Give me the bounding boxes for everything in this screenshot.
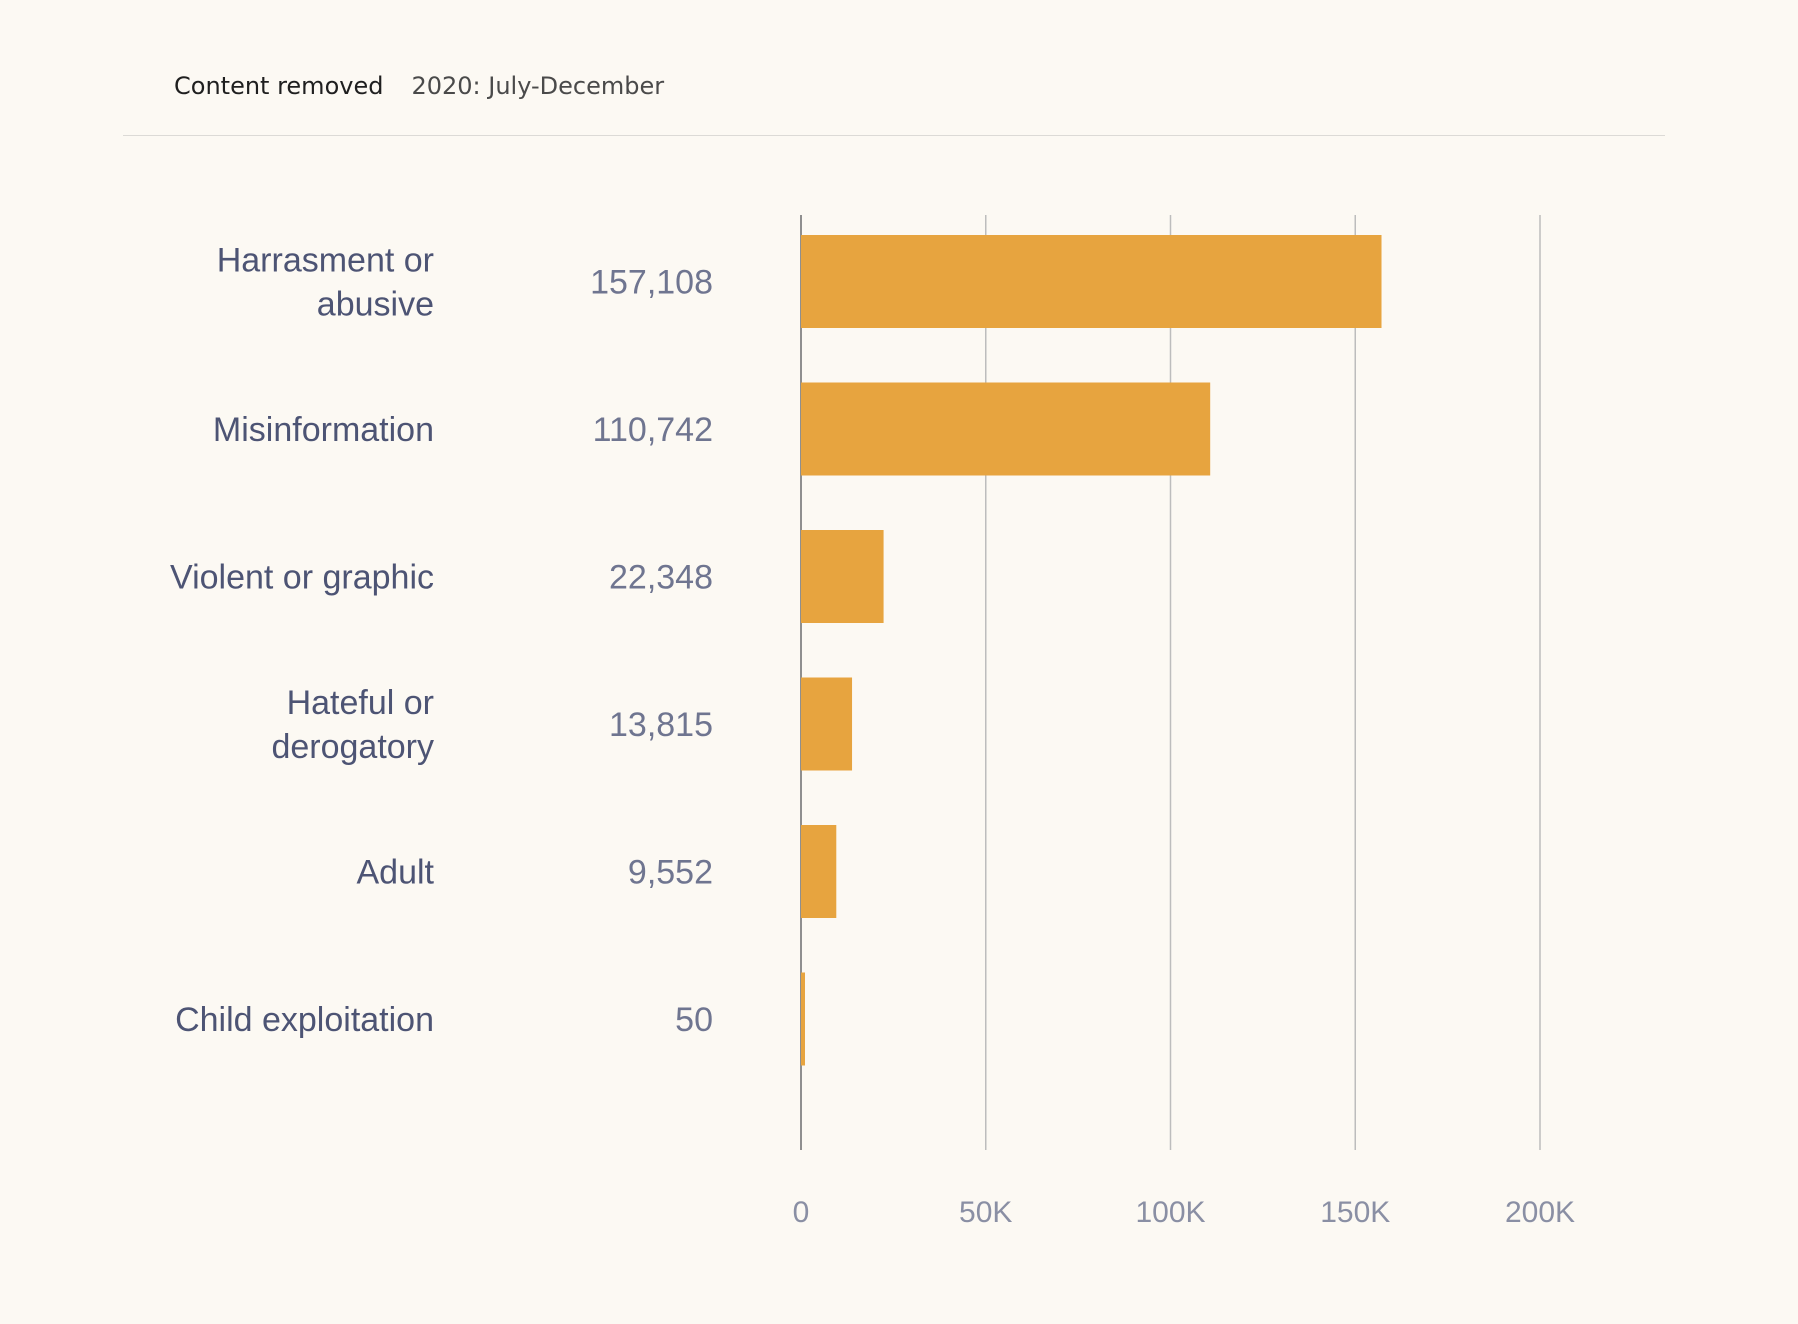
value-label: 157,108: [590, 264, 713, 302]
category-label: Misinformation: [213, 411, 434, 449]
category-label-line: Misinformation: [213, 411, 434, 449]
category-label-line: Hateful or: [287, 684, 434, 722]
category-label: Harrasment or abusive: [217, 242, 434, 324]
category-label-line: derogatory: [271, 728, 434, 766]
header-divider: [123, 135, 1665, 136]
bar: [801, 530, 884, 623]
value-label: 110,742: [593, 411, 713, 449]
value-label: 9,552: [628, 854, 713, 892]
tick-label: 150K: [1320, 1196, 1390, 1229]
bar: [801, 235, 1382, 328]
category-label-line: Child exploitation: [175, 1001, 434, 1039]
value-label: 50: [675, 1001, 713, 1039]
category-label-line: Violent or graphic: [170, 559, 434, 597]
category-label: Violent or graphic: [170, 559, 434, 597]
category-label-line: Harrasment or: [217, 242, 434, 280]
chart-header: Content removed 2020: July-December: [174, 66, 664, 106]
bar: [801, 825, 837, 918]
chart-period: 2020: July-December: [411, 72, 665, 100]
value-label: 13,815: [609, 706, 713, 744]
tick-label: 200K: [1505, 1196, 1575, 1229]
bar: [801, 382, 1211, 476]
chart-title: Content removed: [174, 72, 384, 100]
tick-label: 0: [793, 1196, 810, 1229]
category-label-line: Adult: [357, 854, 435, 892]
category-label: Child exploitation: [175, 1001, 434, 1039]
tick-label: 50K: [959, 1196, 1012, 1229]
category-label: Hateful or derogatory: [271, 684, 434, 766]
tick-label: 100K: [1135, 1196, 1205, 1229]
category-label-line: abusive: [317, 286, 434, 324]
value-label: 22,348: [609, 559, 713, 597]
bar: [801, 972, 805, 1066]
category-label: Adult: [357, 854, 435, 892]
bar: [801, 677, 853, 771]
